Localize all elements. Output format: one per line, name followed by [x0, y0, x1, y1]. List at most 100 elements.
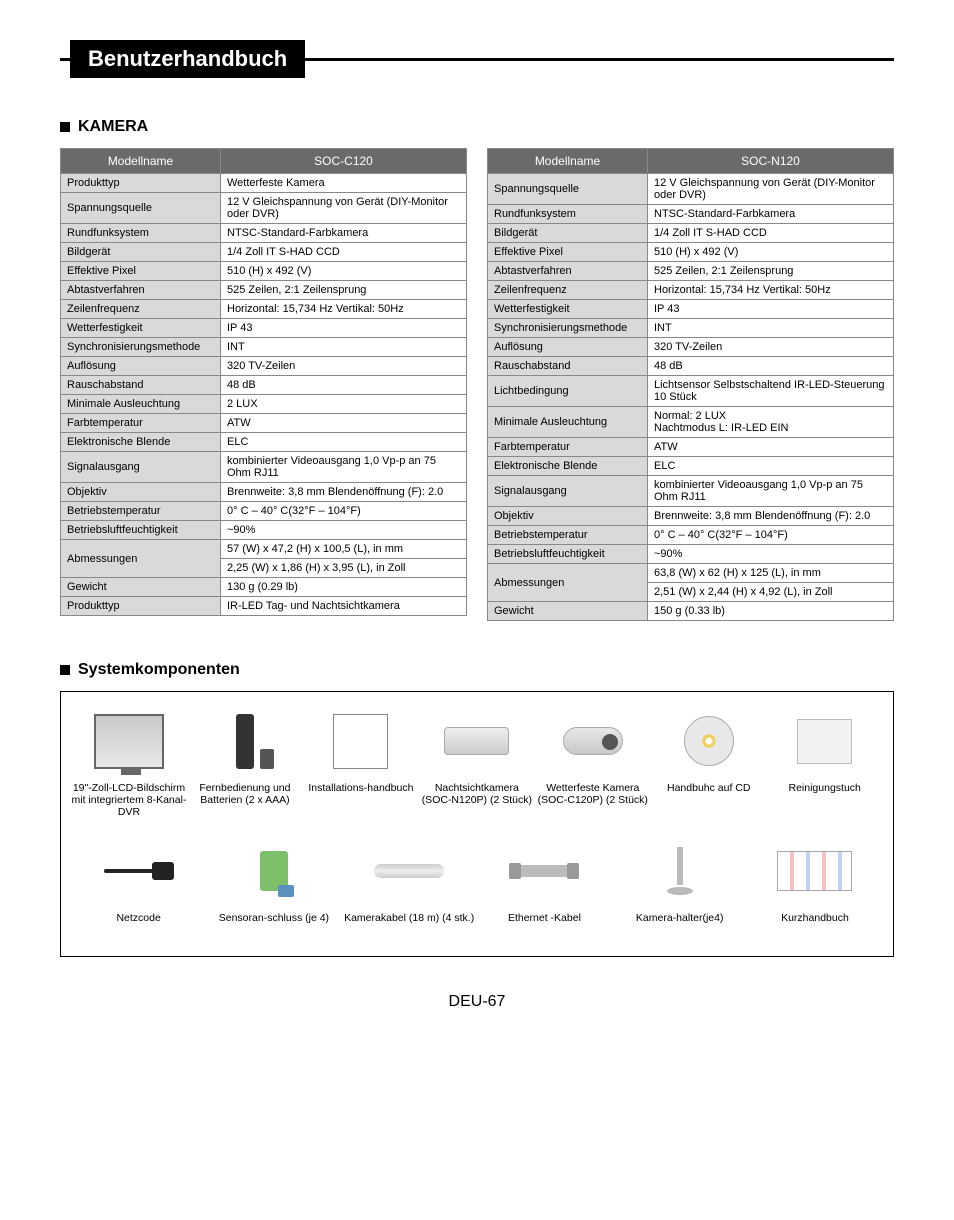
component-item: Kamerakabel (18 m) (4 stk.) — [342, 836, 477, 924]
spec-label: Spannungsquelle — [488, 174, 648, 205]
spec-value: Brennweite: 3,8 mm Blendenöffnung (F): 2… — [648, 507, 894, 526]
cd-icon — [669, 706, 749, 776]
spec-label: Abmessungen — [488, 564, 648, 602]
spec-label: Elektronische Blende — [488, 457, 648, 476]
table-row: ObjektivBrennweite: 3,8 mm Blendenöffnun… — [488, 507, 894, 526]
table-row: Betriebsluftfeuchtigkeit~90% — [488, 545, 894, 564]
spec-value: 48 dB — [648, 357, 894, 376]
component-label: Sensoran-schluss (je 4) — [219, 912, 329, 924]
spec-value: ~90% — [648, 545, 894, 564]
spec-value: 0° C – 40° C(32°F – 104°F) — [648, 526, 894, 545]
spec-label: Bildgerät — [488, 224, 648, 243]
component-label: Fernbedienung und Batterien (2 x AAA) — [187, 782, 303, 806]
stand-icon — [640, 836, 720, 906]
component-label: Kamerakabel (18 m) (4 stk.) — [344, 912, 474, 924]
component-label: Installations-handbuch — [308, 782, 413, 794]
table-row: Betriebstemperatur0° C – 40° C(32°F – 10… — [488, 526, 894, 545]
table-row: Auflösung320 TV-Zeilen — [61, 357, 467, 376]
component-item: Reinigungstuch — [767, 706, 883, 818]
spec-label: Zeilenfrequenz — [61, 300, 221, 319]
component-item: Handbuhc auf CD — [651, 706, 767, 818]
spec-label: Rauschabstand — [61, 376, 221, 395]
component-label: Kurzhandbuch — [781, 912, 849, 924]
remote-icon — [205, 706, 285, 776]
table-row: Spannungsquelle12 V Gleichspannung von G… — [488, 174, 894, 205]
spec-label: Rundfunksystem — [488, 205, 648, 224]
spec-label: Auflösung — [61, 357, 221, 376]
spec-label: Lichtbedingung — [488, 376, 648, 407]
title-bar: Benutzerhandbuch — [60, 40, 894, 78]
spec-value: ATW — [648, 438, 894, 457]
table-row: ObjektivBrennweite: 3,8 mm Blendenöffnun… — [61, 483, 467, 502]
table-row: ZeilenfrequenzHorizontal: 15,734 Hz Vert… — [61, 300, 467, 319]
component-label: Kamera-halter(je4) — [636, 912, 724, 924]
spec-value: Horizontal: 15,734 Hz Vertikal: 50Hz — [648, 281, 894, 300]
spec-label: Farbtemperatur — [61, 414, 221, 433]
table-left-body: ProdukttypWetterfeste KameraSpannungsque… — [61, 174, 467, 616]
spec-value: ELC — [648, 457, 894, 476]
spec-label: Bildgerät — [61, 243, 221, 262]
spec-label: Wetterfestigkeit — [488, 300, 648, 319]
table-row: Abmessungen57 (W) x 47,2 (H) x 100,5 (L)… — [61, 540, 467, 559]
spec-value: INT — [648, 319, 894, 338]
components-box: 19"-Zoll-LCD-Bildschirm mit integriertem… — [60, 691, 894, 957]
cloth-icon — [785, 706, 865, 776]
spec-label: Synchronisierungsmethode — [61, 338, 221, 357]
component-item: Fernbedienung und Batterien (2 x AAA) — [187, 706, 303, 818]
spec-label: Farbtemperatur — [488, 438, 648, 457]
spec-label: Spannungsquelle — [61, 193, 221, 224]
section-components-header: Systemkomponenten — [60, 661, 894, 679]
table-row: Elektronische BlendeELC — [488, 457, 894, 476]
spec-value: 48 dB — [221, 376, 467, 395]
table-header-value: SOC-C120 — [221, 149, 467, 174]
spec-value: 510 (H) x 492 (V) — [648, 243, 894, 262]
table-row: Minimale Ausleuchtung2 LUX — [61, 395, 467, 414]
page-title: Benutzerhandbuch — [70, 40, 305, 78]
spec-value: ATW — [221, 414, 467, 433]
spec-label: Synchronisierungsmethode — [488, 319, 648, 338]
table-right-body: Spannungsquelle12 V Gleichspannung von G… — [488, 174, 894, 621]
bullet-icon — [60, 122, 70, 132]
component-label: Reinigungstuch — [789, 782, 861, 794]
spec-label: Produkttyp — [61, 597, 221, 616]
spec-value: Brennweite: 3,8 mm Blendenöffnung (F): 2… — [221, 483, 467, 502]
table-header-label: Modellname — [61, 149, 221, 174]
spec-label: Abmessungen — [61, 540, 221, 578]
table-header-row: Modellname SOC-N120 — [488, 149, 894, 174]
table-row: Minimale AusleuchtungNormal: 2 LUX Nacht… — [488, 407, 894, 438]
spec-value: IP 43 — [221, 319, 467, 338]
spec-value: Horizontal: 15,734 Hz Vertikal: 50Hz — [221, 300, 467, 319]
spec-label: Objektiv — [61, 483, 221, 502]
ethernet-icon — [504, 836, 584, 906]
spec-value: 1/4 Zoll IT S-HAD CCD — [648, 224, 894, 243]
component-item: Wetterfeste Kamera (SOC-C120P) (2 Stück) — [535, 706, 651, 818]
spec-value: Lichtsensor Selbstschaltend IR-LED-Steue… — [648, 376, 894, 407]
bullet-icon — [60, 665, 70, 675]
spec-value: 12 V Gleichspannung von Gerät (DIY-Monit… — [648, 174, 894, 205]
spec-value: 510 (H) x 492 (V) — [221, 262, 467, 281]
spec-value: 1/4 Zoll IT S-HAD CCD — [221, 243, 467, 262]
spec-value: ~90% — [221, 521, 467, 540]
spec-label: Rauschabstand — [488, 357, 648, 376]
page-number: DEU-67 — [0, 993, 954, 1011]
component-item: Nachtsichtkamera (SOC-N120P) (2 Stück) — [419, 706, 535, 818]
table-row: Abtastverfahren525 Zeilen, 2:1 Zeilenspr… — [488, 262, 894, 281]
table-row: SynchronisierungsmethodeINT — [61, 338, 467, 357]
spec-label: Minimale Ausleuchtung — [488, 407, 648, 438]
spec-label: Rundfunksystem — [61, 224, 221, 243]
table-row: Elektronische BlendeELC — [61, 433, 467, 452]
section-components-title: Systemkomponenten — [78, 661, 240, 679]
table-header-label: Modellname — [488, 149, 648, 174]
cam-weather-icon — [553, 706, 633, 776]
title-rule-left — [60, 58, 70, 61]
component-item: Kamera-halter(je4) — [612, 836, 747, 924]
cam-night-icon — [437, 706, 517, 776]
spec-label: Betriebsluftfeuchtigkeit — [61, 521, 221, 540]
table-row: WetterfestigkeitIP 43 — [488, 300, 894, 319]
spec-value: 0° C – 40° C(32°F – 104°F) — [221, 502, 467, 521]
spec-value: INT — [221, 338, 467, 357]
spec-value: kombinierter Videoausgang 1,0 Vp-p an 75… — [648, 476, 894, 507]
sensor-icon — [234, 836, 314, 906]
component-label: Wetterfeste Kamera (SOC-C120P) (2 Stück) — [535, 782, 651, 806]
spec-label: Betriebstemperatur — [61, 502, 221, 521]
